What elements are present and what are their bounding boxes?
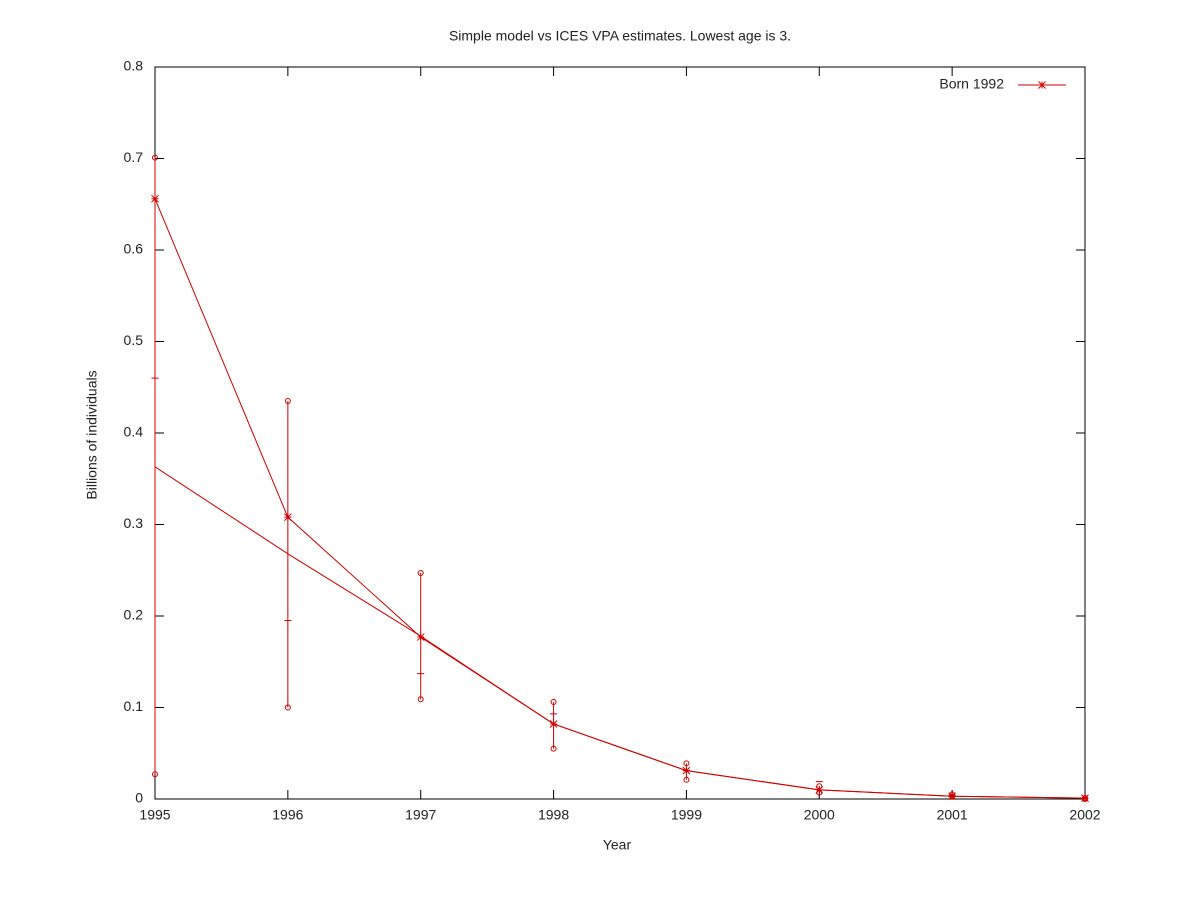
x-tick-label: 2001 bbox=[937, 807, 968, 823]
y-tick-label: 0.1 bbox=[124, 698, 144, 714]
legend-label: Born 1992 bbox=[939, 76, 1004, 92]
error-low bbox=[152, 771, 158, 778]
y-tick-label: 0 bbox=[135, 790, 143, 806]
y-tick-label: 0.4 bbox=[124, 424, 144, 440]
error-low bbox=[683, 776, 690, 783]
x-tick-label: 1997 bbox=[405, 807, 436, 823]
x-tick-label: 2000 bbox=[804, 807, 835, 823]
error-high bbox=[683, 760, 690, 767]
series-line bbox=[154, 466, 1086, 799]
error-low bbox=[284, 704, 291, 711]
x-tick-label: 1996 bbox=[272, 807, 303, 823]
error-low bbox=[550, 745, 557, 752]
x-tick-label: 1999 bbox=[671, 807, 702, 823]
point-marker bbox=[151, 194, 159, 203]
y-tick-label: 0.7 bbox=[124, 149, 144, 165]
y-tick-label: 0.6 bbox=[124, 241, 144, 257]
x-tick-label: 1995 bbox=[139, 807, 170, 823]
y-tick-label: 0.8 bbox=[124, 58, 144, 74]
y-axis-label: Billions of individuals bbox=[84, 370, 100, 499]
y-tick-label: 0.5 bbox=[124, 332, 144, 348]
error-high bbox=[550, 699, 557, 706]
x-axis-label: Year bbox=[603, 837, 632, 853]
legend-marker bbox=[1038, 81, 1046, 89]
y-tick-label: 0.2 bbox=[124, 607, 144, 623]
error-high bbox=[417, 569, 424, 576]
y-tick-label: 0.3 bbox=[124, 515, 144, 531]
x-tick-label: 1998 bbox=[538, 807, 569, 823]
chart-title: Simple model vs ICES VPA estimates. Lowe… bbox=[449, 28, 791, 44]
x-tick-label: 2002 bbox=[1069, 807, 1100, 823]
error-high bbox=[152, 154, 158, 161]
point-marker bbox=[416, 633, 425, 641]
point-marker bbox=[284, 513, 292, 522]
error-high bbox=[284, 397, 291, 404]
error-low bbox=[417, 696, 424, 703]
